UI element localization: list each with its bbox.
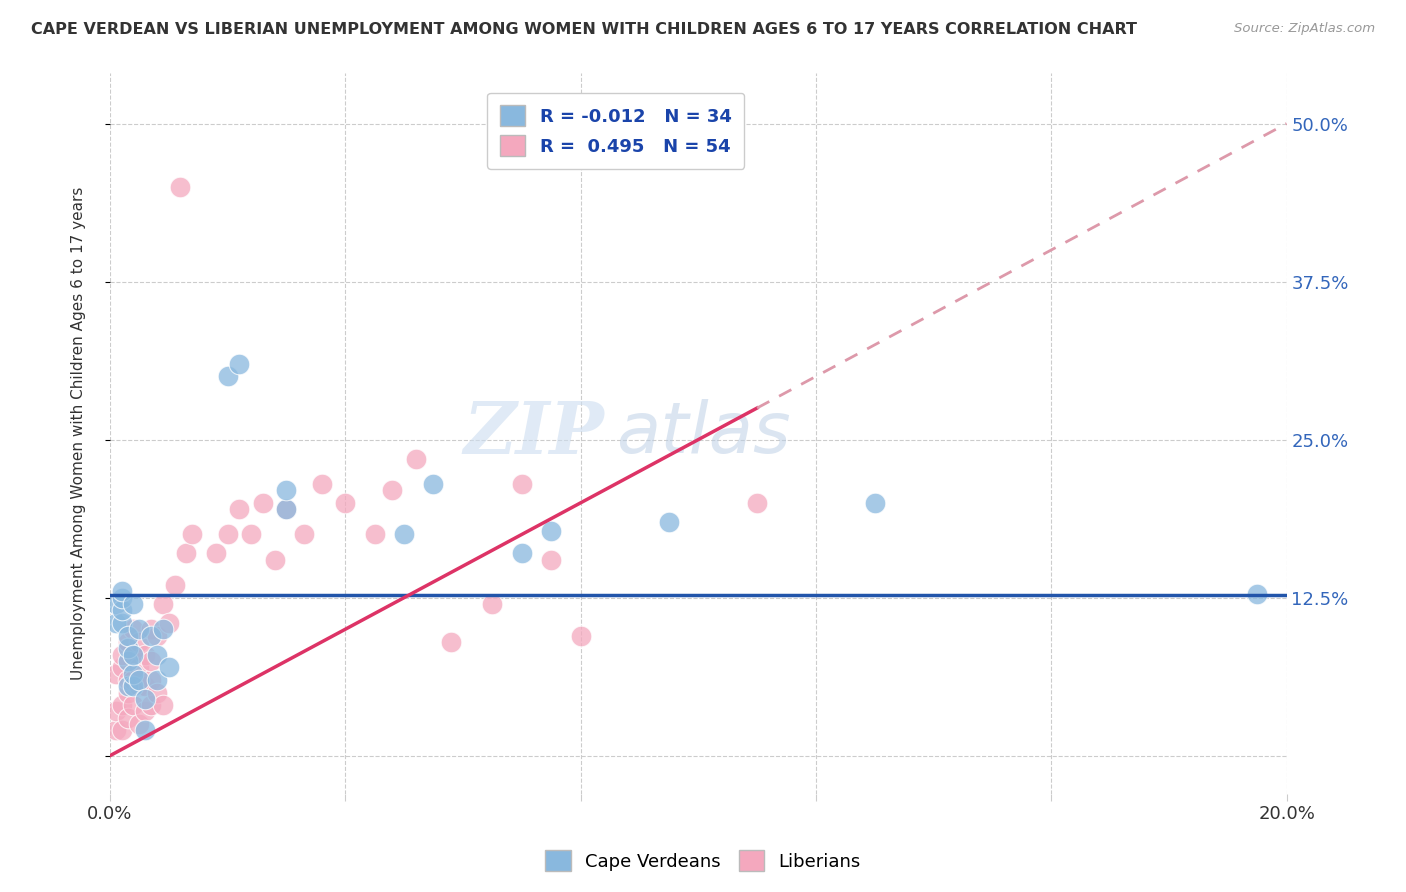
Cape Verdeans: [863, 496, 886, 510]
Cape Verdeans: [134, 723, 156, 738]
Liberians: [152, 698, 174, 713]
Cape Verdeans: [146, 673, 169, 687]
Liberians: [335, 496, 357, 510]
Legend: Cape Verdeans, Liberians: Cape Verdeans, Liberians: [538, 843, 868, 879]
Cape Verdeans: [122, 597, 145, 611]
Liberians: [146, 629, 169, 643]
Cape Verdeans: [510, 546, 533, 560]
Liberians: [128, 635, 150, 649]
Text: ZIP: ZIP: [463, 398, 605, 469]
Liberians: [139, 698, 162, 713]
Liberians: [134, 679, 156, 693]
Liberians: [204, 546, 226, 560]
Liberians: [122, 673, 145, 687]
Liberians: [569, 629, 592, 643]
Cape Verdeans: [540, 524, 562, 538]
Liberians: [745, 496, 768, 510]
Liberians: [263, 553, 285, 567]
Liberians: [139, 673, 162, 687]
Cape Verdeans: [122, 666, 145, 681]
Liberians: [128, 679, 150, 693]
Cape Verdeans: [658, 515, 681, 529]
Liberians: [157, 615, 180, 630]
Liberians: [139, 622, 162, 636]
Cape Verdeans: [422, 476, 444, 491]
Cape Verdeans: [228, 357, 250, 371]
Liberians: [176, 546, 198, 560]
Liberians: [276, 502, 298, 516]
Cape Verdeans: [110, 591, 132, 605]
Liberians: [104, 666, 127, 681]
Cape Verdeans: [128, 673, 150, 687]
Liberians: [363, 527, 385, 541]
Liberians: [139, 654, 162, 668]
Cape Verdeans: [276, 502, 298, 516]
Y-axis label: Unemployment Among Women with Children Ages 6 to 17 years: Unemployment Among Women with Children A…: [72, 186, 86, 680]
Cape Verdeans: [152, 622, 174, 636]
Cape Verdeans: [128, 622, 150, 636]
Cape Verdeans: [217, 369, 239, 384]
Text: atlas: atlas: [616, 399, 790, 467]
Liberians: [110, 698, 132, 713]
Cape Verdeans: [122, 648, 145, 662]
Liberians: [110, 660, 132, 674]
Liberians: [510, 476, 533, 491]
Cape Verdeans: [104, 615, 127, 630]
Liberians: [146, 685, 169, 699]
Liberians: [169, 179, 191, 194]
Cape Verdeans: [134, 691, 156, 706]
Cape Verdeans: [110, 584, 132, 599]
Liberians: [117, 673, 139, 687]
Cape Verdeans: [117, 629, 139, 643]
Liberians: [252, 496, 274, 510]
Liberians: [117, 635, 139, 649]
Cape Verdeans: [392, 527, 415, 541]
Cape Verdeans: [139, 629, 162, 643]
Liberians: [311, 476, 333, 491]
Liberians: [405, 451, 427, 466]
Cape Verdeans: [117, 654, 139, 668]
Cape Verdeans: [110, 615, 132, 630]
Cape Verdeans: [122, 679, 145, 693]
Liberians: [128, 660, 150, 674]
Liberians: [110, 723, 132, 738]
Liberians: [128, 717, 150, 731]
Cape Verdeans: [146, 648, 169, 662]
Cape Verdeans: [110, 603, 132, 617]
Liberians: [122, 698, 145, 713]
Cape Verdeans: [117, 641, 139, 656]
Liberians: [117, 711, 139, 725]
Liberians: [104, 705, 127, 719]
Cape Verdeans: [1246, 587, 1268, 601]
Liberians: [110, 648, 132, 662]
Text: CAPE VERDEAN VS LIBERIAN UNEMPLOYMENT AMONG WOMEN WITH CHILDREN AGES 6 TO 17 YEA: CAPE VERDEAN VS LIBERIAN UNEMPLOYMENT AM…: [31, 22, 1137, 37]
Liberians: [481, 597, 503, 611]
Liberians: [228, 502, 250, 516]
Text: Source: ZipAtlas.com: Source: ZipAtlas.com: [1234, 22, 1375, 36]
Liberians: [540, 553, 562, 567]
Cape Verdeans: [104, 597, 127, 611]
Liberians: [122, 622, 145, 636]
Liberians: [292, 527, 315, 541]
Legend: R = -0.012   N = 34, R =  0.495   N = 54: R = -0.012 N = 34, R = 0.495 N = 54: [488, 93, 744, 169]
Liberians: [381, 483, 404, 498]
Cape Verdeans: [157, 660, 180, 674]
Liberians: [181, 527, 204, 541]
Liberians: [163, 578, 186, 592]
Liberians: [134, 648, 156, 662]
Liberians: [134, 705, 156, 719]
Liberians: [440, 635, 463, 649]
Liberians: [217, 527, 239, 541]
Liberians: [152, 597, 174, 611]
Cape Verdeans: [117, 679, 139, 693]
Cape Verdeans: [276, 483, 298, 498]
Liberians: [240, 527, 263, 541]
Liberians: [122, 648, 145, 662]
Liberians: [117, 685, 139, 699]
Liberians: [104, 723, 127, 738]
